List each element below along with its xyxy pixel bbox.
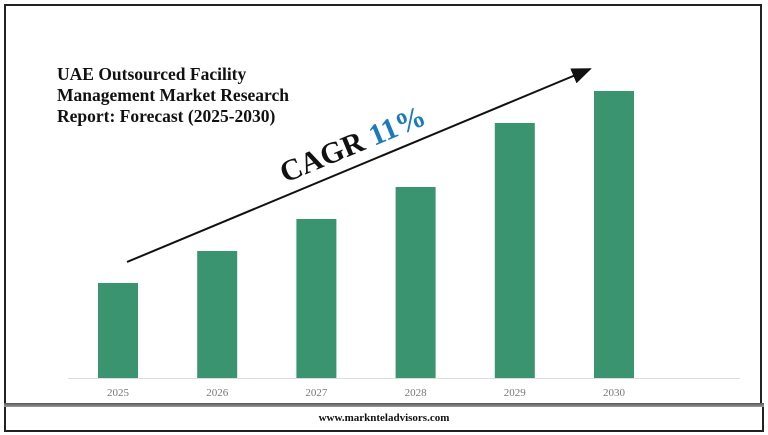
x-tick-label: 2028 (405, 387, 428, 399)
bar-2026 (197, 251, 238, 378)
website-link[interactable]: www.marknteladvisors.com (318, 412, 450, 424)
chart-frame (4, 4, 762, 404)
x-tick-label: 2027 (305, 387, 328, 399)
chart-title: UAE Outsourced Facility Management Marke… (57, 64, 289, 126)
footer-separator (4, 403, 764, 407)
bar-2025 (98, 283, 138, 378)
x-tick-label: 2026 (206, 387, 229, 399)
bar-2027 (296, 219, 337, 378)
x-tick-label: 2025 (107, 387, 130, 399)
cagr-value: 11% (364, 100, 431, 153)
x-tick-label: 2029 (504, 387, 527, 399)
x-tick-label: 2030 (603, 387, 626, 399)
footer: www.marknteladvisors.com (4, 407, 764, 432)
bar-2028 (395, 187, 436, 378)
bar-2029 (494, 123, 535, 378)
bar-2030 (594, 91, 634, 378)
growth-arrow (126, 68, 592, 263)
